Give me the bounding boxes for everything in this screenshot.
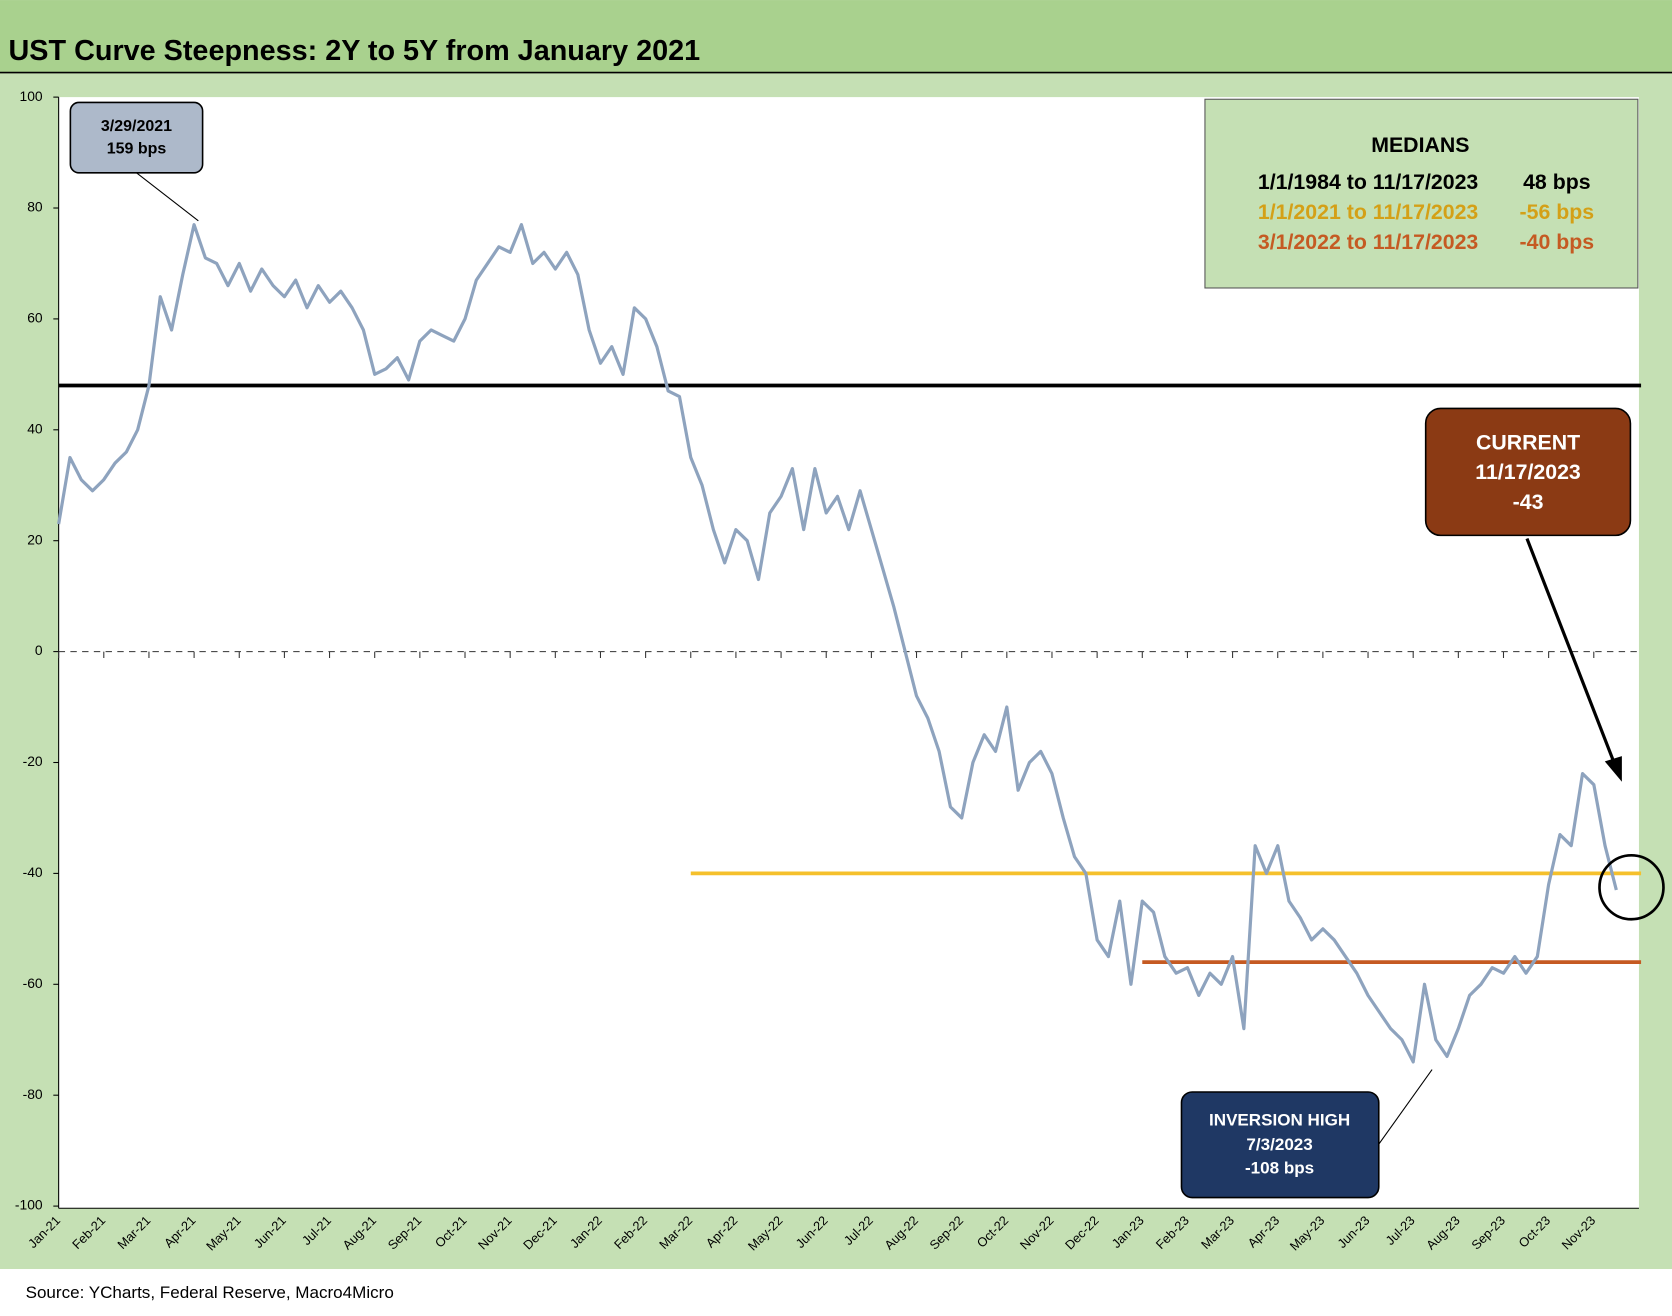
median-label: 1/1/1984 to 11/17/2023	[1258, 170, 1479, 194]
callout-text: INVERSION HIGH	[1209, 1110, 1350, 1129]
chart-title: UST Curve Steepness: 2Y to 5Y from Janua…	[9, 35, 701, 67]
y-tick-label: -60	[23, 975, 43, 991]
y-tick-label: -100	[15, 1197, 43, 1213]
current-callout: CURRENT 11/17/2023 -43	[1424, 407, 1665, 921]
callout-text: 11/17/2023	[1475, 460, 1581, 484]
medians-box: MEDIANS 1/1/1984 to 11/17/2023 48 bps1/1/…	[1204, 98, 1639, 289]
arrow-head	[1604, 756, 1622, 782]
callout-text: 7/3/2023	[1246, 1135, 1312, 1154]
y-tick-label: 40	[27, 420, 43, 436]
median-value: -40 bps	[1520, 230, 1595, 254]
y-tick-label: 80	[27, 199, 43, 215]
median-value: -56 bps	[1520, 200, 1595, 224]
leader-line	[136, 172, 199, 222]
callout-text: -108 bps	[1245, 1158, 1314, 1177]
title-band	[0, 0, 1672, 73]
highlight-circle	[1598, 853, 1665, 921]
y-tick-label: -80	[23, 1086, 43, 1102]
median-value: 48 bps	[1523, 170, 1591, 194]
callout-box	[69, 101, 204, 174]
y-tick-label: -20	[23, 753, 43, 769]
medians-title: MEDIANS	[1371, 133, 1469, 157]
source: Source: YCharts, Federal Reserve, Macro4…	[26, 1283, 394, 1302]
median-label: 1/1/2021 to 11/17/2023	[1258, 200, 1479, 224]
y-tick-label: 0	[35, 642, 43, 658]
callout-text: 159 bps	[107, 141, 167, 158]
series-line	[57, 223, 1618, 1064]
leader-line	[1378, 1069, 1433, 1145]
peak-callout: 3/29/2021 159 bps	[69, 101, 204, 222]
arrow-line	[1525, 537, 1616, 765]
medians-rows: 1/1/1984 to 11/17/2023 48 bps 1/1/2021 to …	[1258, 170, 1594, 254]
y-tick-label: 20	[27, 531, 43, 547]
y-tick-label: 60	[27, 310, 43, 326]
callout-text: 3/29/2021	[101, 118, 172, 135]
medians-panel	[1204, 98, 1639, 289]
median-label: 3/1/2022 to 11/17/2023	[1258, 230, 1479, 254]
callout-box	[1180, 1091, 1380, 1199]
y-tick-label: -40	[23, 864, 43, 880]
inversion-callout: INVERSION HIGH 7/3/2023 -108 bps	[1180, 1069, 1433, 1199]
callout-text: CURRENT	[1476, 430, 1580, 454]
callout-text: -43	[1513, 490, 1544, 514]
callout-box	[1424, 407, 1632, 537]
y-tick-label: 100	[20, 88, 43, 104]
